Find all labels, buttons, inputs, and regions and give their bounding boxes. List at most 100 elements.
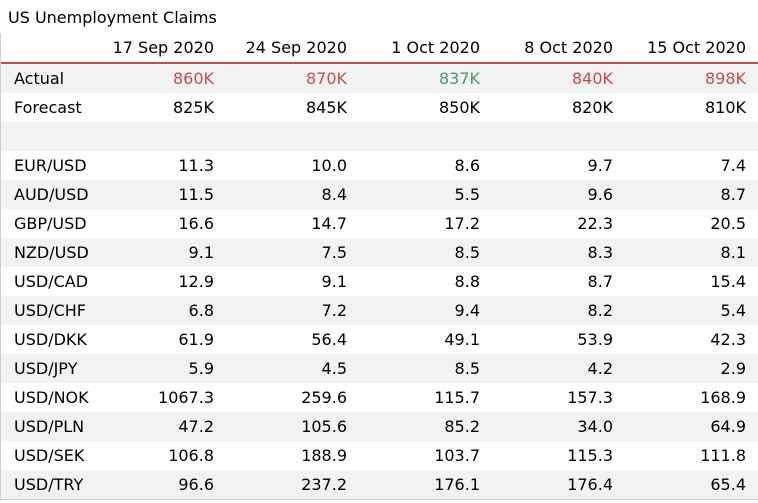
- table-cell: 96.6: [93, 470, 226, 499]
- table-row: EUR/USD 11.3 10.0 8.6 9.7 7.4: [1, 151, 758, 180]
- actual-value: 837K: [359, 63, 492, 93]
- table-row: AUD/USD 11.5 8.4 5.5 9.6 8.7: [1, 180, 758, 209]
- table-cell: 176.1: [359, 470, 492, 499]
- table-cell: 34.0: [492, 412, 625, 441]
- table-cell: 9.1: [321, 272, 347, 291]
- row-label: AUD/USD: [1, 180, 93, 209]
- table-cell: 17.2: [444, 214, 480, 233]
- table-cell: 85.2: [359, 412, 492, 441]
- table-cell: 10.0: [311, 156, 347, 175]
- spacer-cell: [1, 122, 758, 151]
- table-cell: 168.9: [700, 388, 746, 407]
- table-cell: 5.5: [359, 180, 492, 209]
- table-row: USD/NOK 1067.3 259.6 115.7 157.3 168.9: [1, 383, 758, 412]
- header-row: 17 Sep 2020 24 Sep 2020 1 Oct 2020 8 Oct…: [1, 33, 758, 64]
- table-row: USD/PLN 47.2 105.6 85.2 34.0 64.9: [1, 412, 758, 441]
- forecast-value: 850K: [438, 98, 480, 117]
- table-cell: 11.3: [178, 156, 214, 175]
- table-cell: 9.7: [587, 156, 613, 175]
- table-cell: 16.6: [178, 214, 214, 233]
- actual-value: 870K: [226, 63, 359, 93]
- actual-value: 898K: [625, 63, 758, 93]
- table-cell: 106.8: [168, 446, 214, 465]
- table-cell: 188.9: [301, 446, 347, 465]
- table-cell: 56.4: [311, 330, 347, 349]
- table-cell: 65.4: [625, 470, 758, 499]
- table-cell: 5.9: [93, 354, 226, 383]
- row-label: USD/JPY: [1, 354, 93, 383]
- column-header: 1 Oct 2020: [359, 33, 492, 64]
- table-cell: 103.7: [434, 446, 480, 465]
- row-label: USD/NOK: [14, 388, 89, 407]
- table-row: NZD/USD 9.1 7.5 8.5 8.3 8.1: [1, 238, 758, 267]
- table-cell: 6.8: [93, 296, 226, 325]
- table-cell: 4.5: [226, 354, 359, 383]
- table-cell: 8.8: [454, 272, 480, 291]
- table-cell: 115.7: [434, 388, 480, 407]
- row-label: USD/CAD: [14, 272, 89, 291]
- claims-table-container: 17 Sep 2020 24 Sep 2020 1 Oct 2020 8 Oct…: [0, 33, 758, 500]
- table-cell: 7.4: [720, 156, 746, 175]
- table-cell: 8.7: [625, 180, 758, 209]
- actual-row: Actual 860K 870K 837K 840K 898K: [1, 63, 758, 93]
- column-header: 8 Oct 2020: [492, 33, 625, 64]
- table-cell: 8.6: [454, 156, 480, 175]
- table-title: US Unemployment Claims: [8, 8, 217, 27]
- table-cell: 12.9: [178, 272, 214, 291]
- row-label: USD/DKK: [14, 330, 87, 349]
- table-cell: 111.8: [700, 446, 746, 465]
- forecast-row: Forecast 825K 845K 850K 820K 810K: [1, 93, 758, 122]
- table-row: USD/TRY 96.6 237.2 176.1 176.4 65.4: [1, 470, 758, 499]
- table-cell: 105.6: [226, 412, 359, 441]
- table-cell: 15.4: [710, 272, 746, 291]
- forecast-value: 845K: [305, 98, 347, 117]
- table-cell: 237.2: [226, 470, 359, 499]
- table-cell: 1067.3: [158, 388, 214, 407]
- row-label: NZD/USD: [1, 238, 93, 267]
- row-label: Actual: [1, 63, 93, 93]
- claims-table: 17 Sep 2020 24 Sep 2020 1 Oct 2020 8 Oct…: [1, 33, 758, 499]
- table-cell: 8.1: [625, 238, 758, 267]
- row-label: EUR/USD: [14, 156, 87, 175]
- table-row: USD/JPY 5.9 4.5 8.5 4.2 2.9: [1, 354, 758, 383]
- corner-cell: [1, 33, 93, 64]
- table-cell: 9.4: [359, 296, 492, 325]
- column-header: 15 Oct 2020: [625, 33, 758, 64]
- table-row: USD/DKK 61.9 56.4 49.1 53.9 42.3: [1, 325, 758, 354]
- table-cell: 9.6: [492, 180, 625, 209]
- table-cell: 176.4: [492, 470, 625, 499]
- actual-value: 840K: [492, 63, 625, 93]
- table-row: GBP/USD 16.6 14.7 17.2 22.3 20.5: [1, 209, 758, 238]
- table-cell: 4.2: [492, 354, 625, 383]
- column-header: 24 Sep 2020: [226, 33, 359, 64]
- table-cell: 115.3: [567, 446, 613, 465]
- row-label: USD/TRY: [1, 470, 93, 499]
- table-cell: 11.5: [93, 180, 226, 209]
- row-label: Forecast: [14, 98, 82, 117]
- table-cell: 22.3: [577, 214, 613, 233]
- table-cell: 8.7: [587, 272, 613, 291]
- table-cell: 20.5: [710, 214, 746, 233]
- actual-value: 860K: [93, 63, 226, 93]
- table-cell: 5.4: [625, 296, 758, 325]
- table-cell: 47.2: [93, 412, 226, 441]
- table-cell: 8.3: [492, 238, 625, 267]
- row-label: GBP/USD: [14, 214, 87, 233]
- row-label: USD/PLN: [1, 412, 93, 441]
- table-cell: 2.9: [625, 354, 758, 383]
- table-cell: 8.5: [359, 238, 492, 267]
- table-cell: 8.5: [359, 354, 492, 383]
- table-row: USD/SEK 106.8 188.9 103.7 115.3 111.8: [1, 441, 758, 470]
- table-cell: 53.9: [577, 330, 613, 349]
- table-cell: 7.5: [226, 238, 359, 267]
- forecast-value: 810K: [704, 98, 746, 117]
- table-cell: 157.3: [567, 388, 613, 407]
- spacer-row: [1, 122, 758, 151]
- row-label: USD/SEK: [14, 446, 85, 465]
- column-header: 17 Sep 2020: [93, 33, 226, 64]
- table-cell: 7.2: [226, 296, 359, 325]
- table-cell: 8.2: [492, 296, 625, 325]
- table-cell: 259.6: [301, 388, 347, 407]
- table-row: USD/CAD 12.9 9.1 8.8 8.7 15.4: [1, 267, 758, 296]
- table-cell: 42.3: [710, 330, 746, 349]
